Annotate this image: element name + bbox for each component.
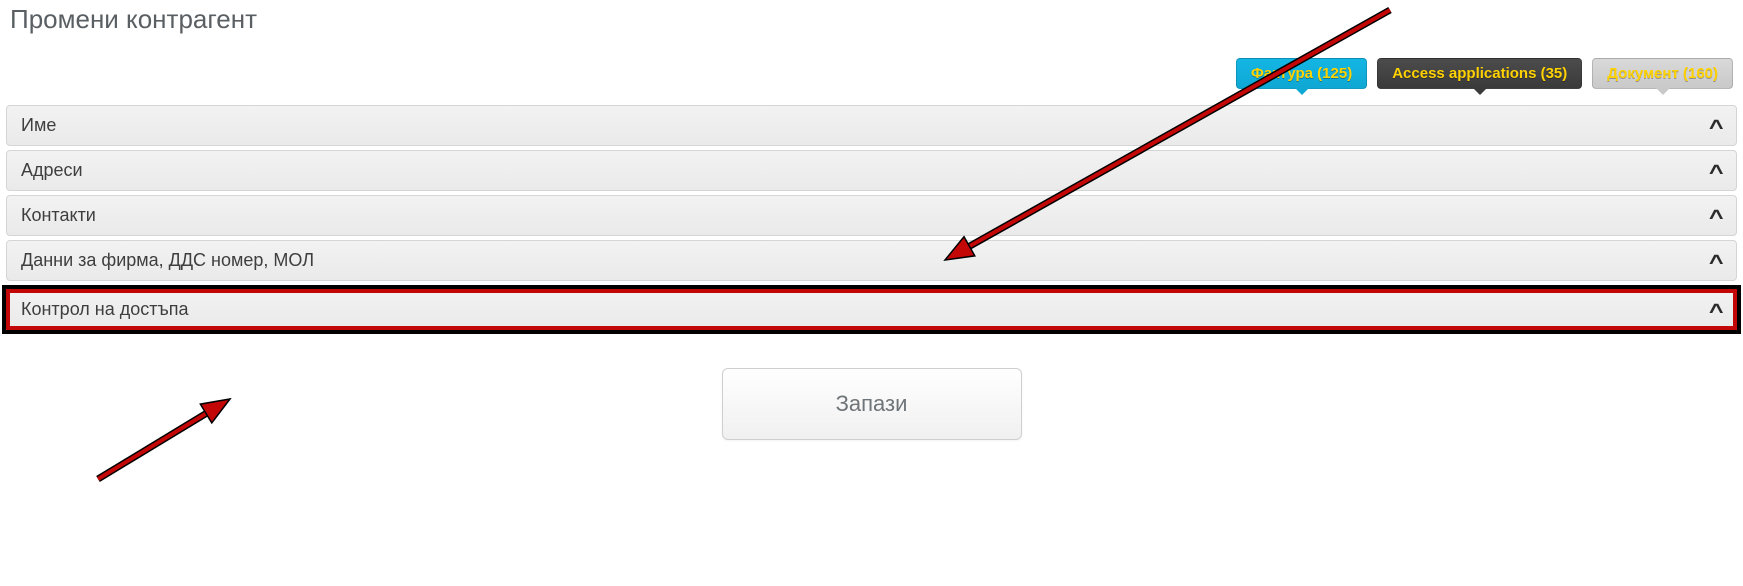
chevron-up-icon: ˄ — [1709, 205, 1724, 226]
accordion-label: Контакти — [21, 205, 96, 226]
page-title: Промени контрагент — [10, 4, 1737, 35]
badge-document[interactable]: Документ (160) — [1592, 58, 1733, 89]
accordion-label: Адреси — [21, 160, 83, 181]
chevron-up-icon: ˄ — [1709, 115, 1724, 136]
chevron-up-icon: ˄ — [1709, 160, 1724, 181]
save-row: Запази — [6, 368, 1737, 440]
accordion-item-addresses[interactable]: Адреси ˄ — [6, 150, 1737, 191]
badge-invoice[interactable]: Фактура (125) — [1236, 58, 1367, 89]
accordion-item-contacts[interactable]: Контакти ˄ — [6, 195, 1737, 236]
badge-row: Фактура (125) Access applications (35) Д… — [1236, 58, 1733, 89]
accordion: Име ˄ Адреси ˄ Контакти ˄ Данни за фирма… — [6, 105, 1737, 334]
chevron-up-icon: ˄ — [1709, 250, 1724, 271]
chevron-up-icon: ˄ — [1709, 299, 1724, 320]
accordion-label: Данни за фирма, ДДС номер, МОЛ — [21, 250, 314, 271]
save-button[interactable]: Запази — [722, 368, 1022, 440]
accordion-item-name[interactable]: Име ˄ — [6, 105, 1737, 146]
accordion-item-access-control[interactable]: Контрол на достъпа ˄ — [6, 289, 1737, 330]
annotation-highlight-box: Контрол на достъпа ˄ — [2, 285, 1741, 334]
accordion-label: Име — [21, 115, 56, 136]
accordion-item-company-data[interactable]: Данни за фирма, ДДС номер, МОЛ ˄ — [6, 240, 1737, 281]
accordion-label: Контрол на достъпа — [21, 299, 189, 320]
badge-access-applications[interactable]: Access applications (35) — [1377, 58, 1582, 89]
